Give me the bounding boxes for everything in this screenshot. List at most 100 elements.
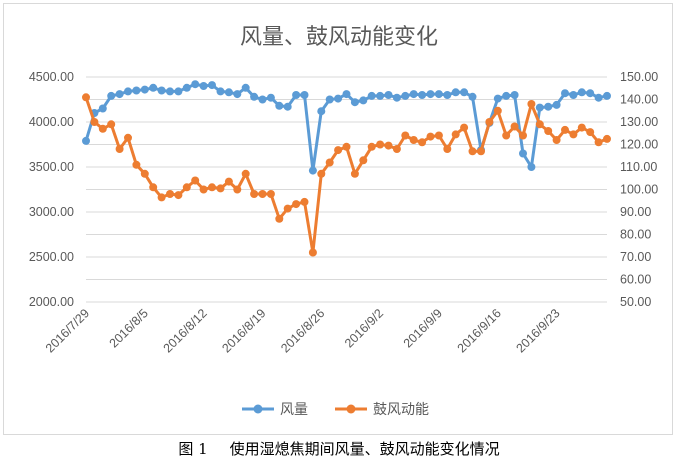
- data-point-blast-energy: [182, 183, 191, 192]
- data-point-airflow: [82, 136, 90, 145]
- legend-item-blast-energy: 鼓风动能: [335, 402, 429, 418]
- data-point-airflow: [132, 86, 141, 95]
- data-point-blast-energy: [535, 120, 544, 129]
- data-point-blast-energy: [594, 138, 603, 147]
- data-point-airflow: [208, 81, 216, 90]
- data-point-blast-energy: [216, 184, 225, 193]
- data-point-blast-energy: [443, 145, 452, 153]
- data-point-airflow: [266, 93, 275, 102]
- data-point-blast-energy: [191, 176, 200, 185]
- data-point-airflow: [157, 86, 166, 95]
- data-point-airflow: [115, 90, 124, 99]
- data-point-airflow: [569, 91, 578, 99]
- data-point-blast-energy: [561, 125, 569, 134]
- data-point-blast-energy: [367, 142, 376, 151]
- data-point-airflow: [334, 94, 343, 103]
- figure-caption-text: 使用湿熄焦期间风量、鼓风动能变化情况: [229, 440, 500, 458]
- data-point-airflow: [283, 102, 292, 111]
- data-point-airflow: [140, 85, 149, 94]
- x-axis-tick-label: 2016/8/5: [107, 306, 151, 350]
- data-point-blast-energy: [266, 190, 275, 198]
- data-point-blast-energy: [283, 204, 292, 213]
- data-point-blast-energy: [174, 191, 183, 200]
- figure-number: 图 1: [178, 440, 208, 458]
- data-point-airflow: [468, 92, 477, 101]
- data-point-airflow: [258, 95, 267, 104]
- data-point-blast-energy: [434, 131, 443, 140]
- data-point-airflow: [586, 89, 595, 98]
- data-point-blast-energy: [98, 124, 107, 133]
- data-point-blast-energy: [115, 145, 124, 153]
- data-point-blast-energy: [519, 131, 527, 140]
- data-point-blast-energy: [250, 190, 259, 198]
- chart-title: 风量、鼓风动能变化: [240, 25, 438, 50]
- data-point-airflow: [443, 91, 452, 99]
- data-point-blast-energy: [485, 118, 494, 126]
- x-axis-tick-label: 2016/9/16: [455, 306, 504, 355]
- data-point-blast-energy: [502, 131, 511, 140]
- data-point-blast-energy: [527, 100, 536, 108]
- data-point-airflow: [216, 87, 225, 96]
- data-point-blast-energy: [376, 140, 385, 149]
- data-point-airflow: [308, 166, 317, 175]
- data-point-blast-energy: [510, 122, 519, 131]
- data-point-airflow: [233, 90, 242, 99]
- data-point-blast-energy: [308, 248, 317, 257]
- right-axis-tick-label: 130.00: [620, 115, 658, 129]
- right-y-axis: 50.00 60.00 70.00 80.00 90.00 100.00 110.00 120…: [620, 70, 658, 309]
- data-point-airflow: [527, 163, 536, 171]
- x-axis-tick-label: 2016/9/9: [401, 306, 445, 350]
- gridlines: [86, 76, 607, 303]
- data-point-blast-energy: [199, 185, 208, 194]
- left-axis-tick-label: 2500.00: [29, 250, 74, 264]
- figure-caption: 图 1 使用湿熄焦期间风量、鼓风动能变化情况: [0, 438, 678, 459]
- data-point-airflow: [191, 80, 200, 89]
- data-point-airflow: [250, 92, 259, 101]
- data-point-airflow: [418, 91, 427, 99]
- data-point-airflow: [275, 101, 284, 110]
- right-axis-tick-label: 110.00: [620, 160, 657, 174]
- data-point-blast-energy: [275, 214, 284, 223]
- data-point-blast-energy: [468, 147, 477, 156]
- data-point-airflow: [561, 89, 569, 98]
- data-point-blast-energy: [334, 146, 343, 155]
- data-point-airflow: [182, 83, 191, 92]
- data-point-blast-energy: [233, 185, 242, 194]
- data-point-blast-energy: [224, 177, 233, 186]
- x-axis-tick-label: 2016/8/12: [161, 306, 210, 355]
- right-axis-tick-label: 50.00: [620, 295, 651, 309]
- right-axis-tick-label: 60.00: [620, 273, 651, 287]
- data-point-blast-energy: [82, 93, 90, 102]
- legend-label-blast-energy: 鼓风动能: [373, 402, 429, 418]
- data-point-airflow: [493, 94, 502, 103]
- data-point-airflow: [577, 88, 586, 97]
- data-point-airflow: [434, 90, 443, 99]
- left-axis-tick-label: 4000.00: [29, 115, 74, 129]
- data-point-blast-energy: [241, 169, 250, 178]
- data-point-blast-energy: [107, 120, 116, 129]
- data-point-airflow: [317, 107, 326, 116]
- left-axis-tick-label: 4500.00: [29, 70, 74, 84]
- data-point-airflow: [174, 87, 183, 96]
- data-point-blast-energy: [258, 190, 267, 198]
- data-point-blast-energy: [384, 141, 393, 150]
- data-point-blast-energy: [325, 158, 334, 167]
- x-axis-tick-label: 2016/8/26: [278, 306, 327, 355]
- legend-item-airflow: 风量: [242, 402, 308, 418]
- data-point-airflow: [367, 91, 376, 100]
- data-point-blast-energy: [426, 132, 435, 141]
- data-point-airflow: [149, 83, 158, 92]
- data-point-blast-energy: [418, 138, 427, 147]
- data-point-airflow: [166, 87, 174, 96]
- left-axis-tick-label: 3500.00: [29, 160, 74, 174]
- right-axis-tick-label: 80.00: [620, 228, 651, 242]
- data-point-blast-energy: [350, 169, 359, 178]
- data-point-airflow: [241, 83, 250, 92]
- data-point-airflow: [342, 90, 351, 99]
- data-point-airflow: [451, 88, 460, 97]
- legend-marker-airflow: [253, 404, 263, 414]
- series-layer: [82, 80, 611, 257]
- data-point-blast-energy: [292, 200, 301, 209]
- data-point-blast-energy: [149, 183, 158, 192]
- data-point-airflow: [359, 96, 368, 105]
